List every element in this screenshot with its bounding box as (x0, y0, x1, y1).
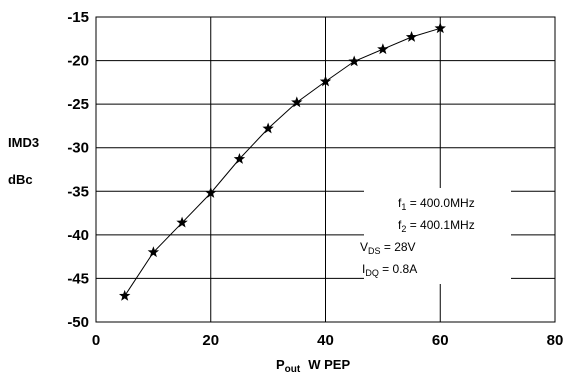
x-tick-label: 60 (432, 332, 449, 349)
y-tick-label: -50 (67, 314, 89, 331)
data-point-star (348, 55, 360, 67)
y-tick-label: -45 (67, 270, 89, 287)
y-axis-title-line2: dBc (8, 172, 33, 187)
data-point-star (205, 187, 217, 198)
y-tick-label: -20 (67, 53, 89, 70)
data-point-star (262, 122, 274, 134)
x-axis-title: Pout W PEP (276, 357, 350, 375)
y-tick-label: -30 (67, 140, 89, 157)
data-point-star (434, 22, 446, 34)
annotation-line: IDQ = 0.8A (362, 262, 417, 278)
series-line (124, 27, 441, 297)
annotation-line: f2 = 400.1MHz (398, 218, 475, 234)
y-tick-label: -15 (67, 9, 89, 26)
tick-labels: 0 20 40 60 80 -15 -20 -25 -30 -35 -40 -45 -50 (67, 9, 563, 349)
y-tick-label: -40 (67, 227, 89, 244)
y-tick-label: -25 (67, 96, 89, 113)
test-conditions-annotation: f1 = 400.0MHz f2 = 400.1MHz VDS = 28V IDQ =… (360, 196, 475, 278)
y-tick-label: -35 (67, 183, 89, 200)
data-point-star (291, 96, 303, 108)
series-imd3 (118, 22, 446, 301)
annotation-line: f1 = 400.0MHz (398, 196, 475, 212)
plot-frame (95, 16, 556, 323)
data-point-star (377, 43, 389, 55)
data-point-star (118, 289, 131, 301)
grid-lines (96, 17, 555, 322)
x-tick-label: 0 (92, 332, 100, 349)
data-point-star (176, 216, 188, 228)
annotation-box (364, 188, 511, 284)
y-axis-title-line1: IMD3 (8, 135, 39, 150)
data-point-star (233, 153, 246, 164)
x-tick-label: 40 (317, 332, 334, 349)
axis-titles: IMD3 dBc Pout W PEP (8, 135, 350, 375)
x-tick-label: 20 (202, 332, 219, 349)
data-point-star (147, 246, 160, 258)
data-point-star (319, 75, 332, 87)
x-tick-label: 80 (547, 332, 564, 349)
data-point-star (405, 31, 418, 42)
annotation-line: VDS = 28V (360, 240, 416, 256)
